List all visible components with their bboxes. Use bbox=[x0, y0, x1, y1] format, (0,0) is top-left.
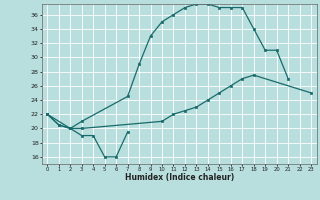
X-axis label: Humidex (Indice chaleur): Humidex (Indice chaleur) bbox=[124, 173, 234, 182]
